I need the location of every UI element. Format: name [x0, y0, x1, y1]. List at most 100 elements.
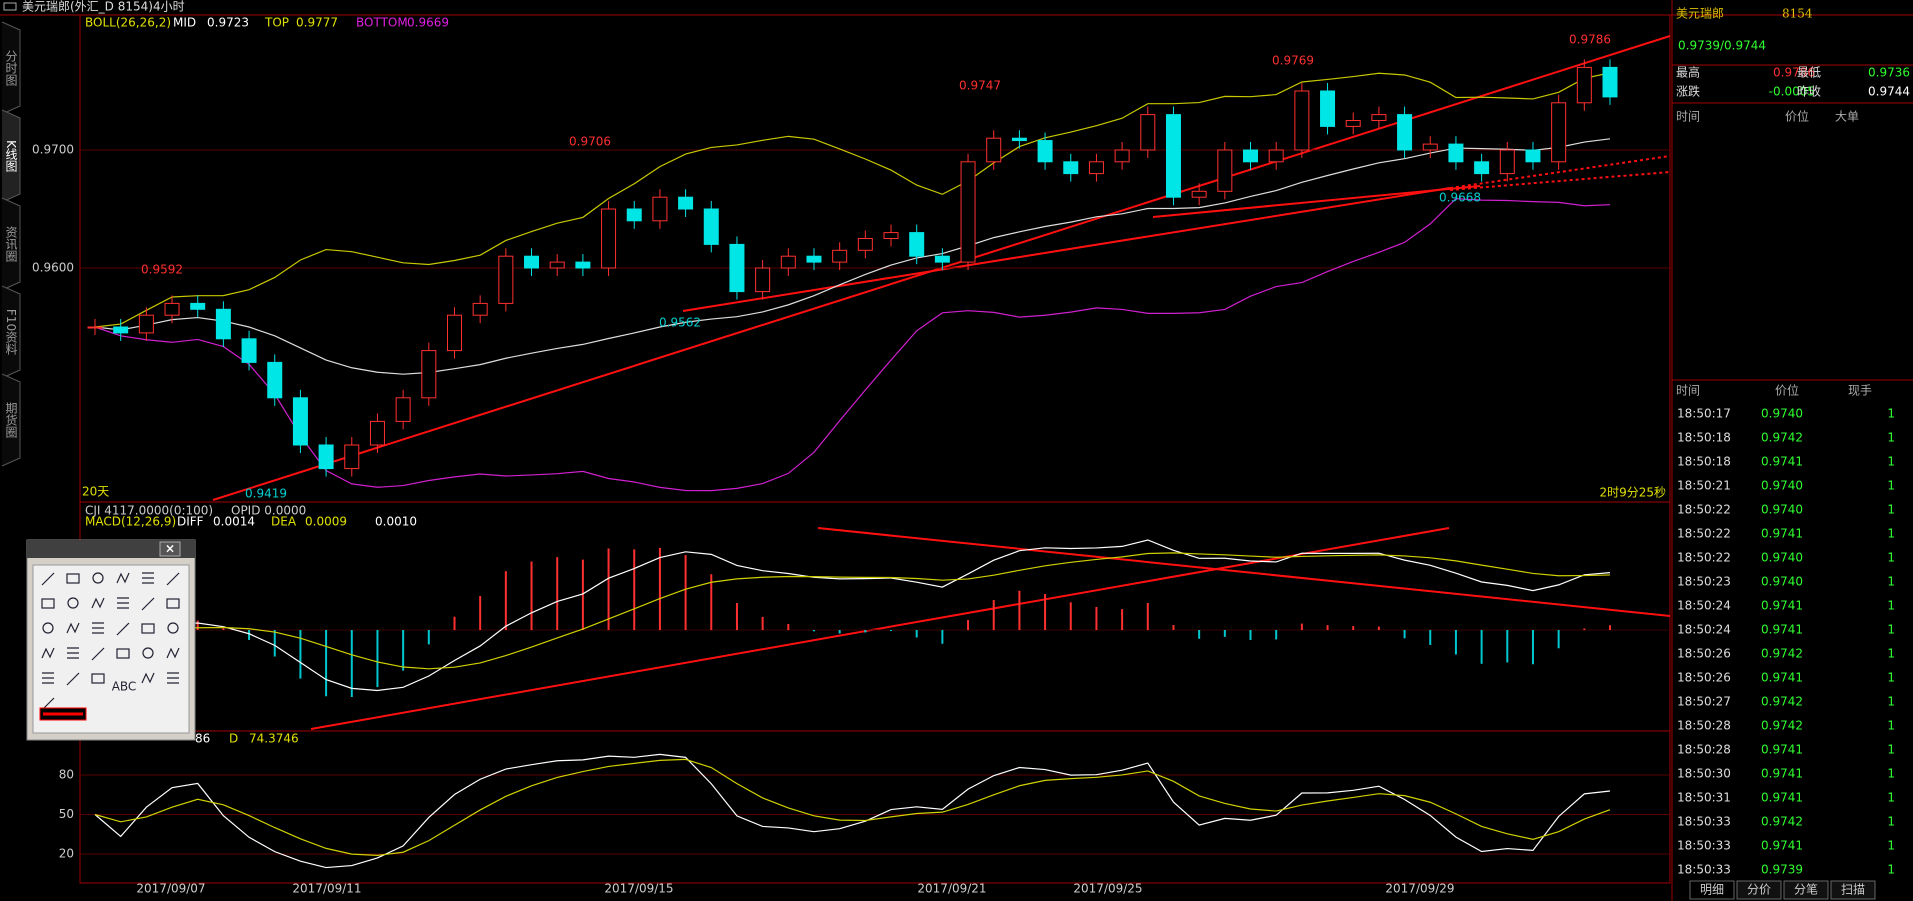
- x-tick-label: 2017/09/21: [917, 882, 986, 896]
- trade-price: 0.9741: [1761, 791, 1803, 805]
- quote-label: 涨跌: [1676, 84, 1700, 99]
- candle: [1448, 143, 1464, 163]
- bottom-tab[interactable]: [1689, 880, 1735, 900]
- side-tab[interactable]: [1, 109, 21, 203]
- tool-icon[interactable]: [167, 672, 179, 684]
- tool-icon[interactable]: [92, 622, 104, 634]
- diff-line: [94, 539, 1611, 692]
- text-tool[interactable]: ABC: [112, 680, 137, 694]
- side-tab-label[interactable]: 分时图: [4, 50, 18, 86]
- trade-price: 0.9742: [1761, 719, 1803, 733]
- tool-icon[interactable]: [117, 597, 129, 609]
- quote-label: 最低: [1797, 66, 1821, 80]
- bottom-tab[interactable]: [1736, 880, 1782, 900]
- tool-icon[interactable]: [166, 647, 180, 659]
- bottom-tab[interactable]: [1783, 880, 1829, 900]
- candle: [138, 314, 154, 334]
- side-tab-label[interactable]: K线图: [4, 140, 18, 172]
- trade-volume: 1: [1887, 479, 1895, 493]
- tool-icon[interactable]: [141, 597, 155, 611]
- trade-price: 0.9741: [1761, 671, 1803, 685]
- candle: [883, 232, 899, 240]
- legend-value: 0.0009: [305, 515, 347, 529]
- candle: [292, 397, 308, 446]
- tool-icon[interactable]: [116, 648, 130, 659]
- side-tab[interactable]: [1, 373, 21, 467]
- trade-volume: 1: [1887, 863, 1895, 877]
- trade-price: 0.9741: [1761, 623, 1803, 637]
- candle: [421, 350, 437, 399]
- tool-icon[interactable]: [42, 622, 54, 634]
- trade-volume: 1: [1887, 743, 1895, 757]
- trade-time: 18:50:27: [1677, 695, 1731, 709]
- legend-value: 74.3746: [249, 732, 299, 746]
- bottom-tab-label[interactable]: 扫描: [1841, 883, 1865, 897]
- side-tab[interactable]: [1, 21, 21, 115]
- side-tab-label[interactable]: F10资料: [4, 309, 18, 355]
- candle: [832, 249, 848, 263]
- tool-icon[interactable]: [91, 647, 105, 661]
- tool-icon[interactable]: [141, 672, 155, 684]
- trade-volume: 1: [1887, 455, 1895, 469]
- trade-time: 18:50:30: [1677, 767, 1731, 781]
- bottom-tab[interactable]: [1830, 880, 1876, 900]
- trade-price: 0.9741: [1761, 839, 1803, 853]
- legend-label: MID: [173, 16, 196, 30]
- trend-line: [682, 187, 1451, 312]
- y-tick-label: 80: [59, 768, 74, 782]
- tool-icon[interactable]: [66, 622, 80, 634]
- trade-volume: 1: [1887, 767, 1895, 781]
- tool-icon[interactable]: [141, 623, 155, 634]
- trade-volume: 1: [1887, 599, 1895, 613]
- legend-label: D: [229, 732, 238, 746]
- bottom-tab-label[interactable]: 明细: [1700, 883, 1724, 897]
- legend-value: 0.0010: [375, 515, 417, 529]
- candle: [369, 420, 385, 446]
- trade-volume: 1: [1887, 407, 1895, 421]
- tool-icon[interactable]: [42, 672, 54, 684]
- close-button[interactable]: [159, 541, 181, 557]
- trade-price: 0.9739: [1761, 863, 1803, 877]
- side-tab-label[interactable]: 期货圈: [4, 402, 18, 439]
- tool-icon[interactable]: [142, 647, 154, 659]
- tool-icon[interactable]: [92, 572, 104, 584]
- trade-time: 18:50:26: [1677, 647, 1731, 661]
- tool-icon[interactable]: [166, 572, 180, 586]
- close-icon[interactable]: ×: [165, 542, 175, 556]
- trade-time: 18:50:18: [1677, 455, 1731, 469]
- trade-price: 0.9740: [1761, 503, 1803, 517]
- trade-time: 18:50:22: [1677, 503, 1731, 517]
- boll-lower: [94, 198, 1611, 492]
- side-tab[interactable]: [1, 197, 21, 291]
- tool-icon[interactable]: [66, 672, 80, 686]
- tool-icon[interactable]: [41, 647, 55, 659]
- side-tab[interactable]: [1, 285, 21, 379]
- tool-icon[interactable]: [166, 598, 180, 609]
- side-tab-label[interactable]: 资讯圈: [4, 226, 18, 263]
- candle: [678, 196, 694, 210]
- tool-icon[interactable]: [66, 573, 80, 584]
- tool-icon[interactable]: [142, 572, 154, 584]
- trade-volume: 1: [1887, 527, 1895, 541]
- x-tick-label: 2017/09/11: [292, 882, 361, 896]
- candle: [1320, 90, 1336, 127]
- tool-icon[interactable]: [116, 622, 130, 636]
- column-header: 现手: [1848, 384, 1872, 398]
- candle: [1011, 137, 1027, 142]
- tool-icon[interactable]: [67, 597, 79, 609]
- tool-icon[interactable]: [41, 572, 55, 586]
- trade-price: 0.9741: [1761, 599, 1803, 613]
- plot: [80, 59, 1670, 869]
- trade-volume: 1: [1887, 815, 1895, 829]
- tool-icon[interactable]: [116, 572, 130, 584]
- tool-icon[interactable]: [91, 597, 105, 609]
- trade-volume: 1: [1887, 671, 1895, 685]
- tool-icon[interactable]: [41, 598, 55, 609]
- bottom-tab-label[interactable]: 分笔: [1794, 882, 1818, 897]
- tool-icon[interactable]: [67, 647, 79, 659]
- tool-icon[interactable]: [91, 673, 105, 684]
- bottom-tab-label[interactable]: 分价: [1747, 883, 1771, 897]
- tool-icon[interactable]: [167, 622, 179, 634]
- candle: [1140, 114, 1156, 151]
